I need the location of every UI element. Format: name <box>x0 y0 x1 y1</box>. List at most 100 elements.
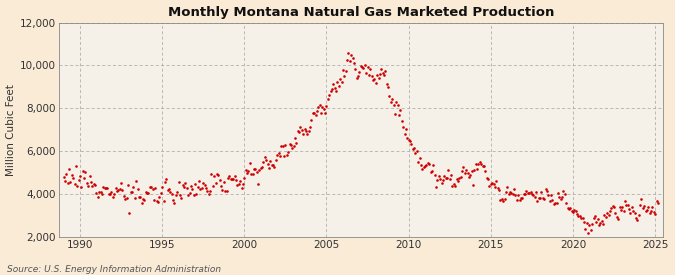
Point <box>578 220 589 224</box>
Point <box>296 128 307 132</box>
Point <box>493 188 504 192</box>
Point <box>88 182 99 186</box>
Point <box>651 199 662 203</box>
Point <box>436 181 447 185</box>
Title: Monthly Montana Natural Gas Marketed Production: Monthly Montana Natural Gas Marketed Pro… <box>168 6 554 18</box>
Point <box>439 174 450 178</box>
Point <box>350 67 360 72</box>
Point <box>340 69 351 73</box>
Point <box>206 172 217 176</box>
Point <box>425 170 436 174</box>
Point <box>624 207 634 211</box>
Point <box>476 161 487 166</box>
Point <box>273 151 284 155</box>
Point <box>258 160 269 164</box>
Point <box>516 196 526 201</box>
Point <box>265 159 276 164</box>
Point <box>92 195 103 199</box>
Point <box>473 161 484 166</box>
Point <box>304 125 315 130</box>
Point <box>94 190 105 195</box>
Point <box>601 214 612 219</box>
Point <box>109 191 119 196</box>
Point <box>452 178 463 183</box>
Point <box>110 186 121 190</box>
Point <box>458 165 469 169</box>
Point <box>424 162 435 167</box>
Point <box>450 183 460 188</box>
Point <box>540 187 551 191</box>
Point <box>153 200 163 204</box>
Point <box>640 209 651 213</box>
Point <box>479 164 489 168</box>
Point <box>236 186 247 190</box>
Y-axis label: Million Cubic Feet: Million Cubic Feet <box>5 84 16 176</box>
Point <box>310 113 321 117</box>
Point <box>178 182 188 187</box>
Point <box>617 205 628 209</box>
Point <box>633 213 644 218</box>
Point <box>417 166 428 171</box>
Point <box>238 182 248 187</box>
Point <box>150 186 161 190</box>
Point <box>400 127 411 131</box>
Point <box>569 207 580 212</box>
Point <box>376 67 387 71</box>
Point <box>259 155 270 159</box>
Point <box>588 215 599 220</box>
Point <box>306 117 317 122</box>
Point <box>399 132 410 136</box>
Point <box>240 167 251 172</box>
Point <box>58 174 69 179</box>
Point <box>155 191 166 195</box>
Point <box>577 216 588 220</box>
Point <box>65 180 76 184</box>
Point <box>123 183 134 187</box>
Point <box>290 136 300 140</box>
Point <box>380 69 391 74</box>
Text: Source: U.S. Energy Information Administration: Source: U.S. Energy Information Administ… <box>7 265 221 274</box>
Point <box>247 172 258 176</box>
Point <box>404 139 415 144</box>
Point <box>632 218 643 222</box>
Point <box>179 185 190 189</box>
Point <box>182 186 192 190</box>
Point <box>355 64 366 68</box>
Point <box>83 183 94 188</box>
Point <box>529 195 540 199</box>
Point <box>157 185 167 189</box>
Point <box>413 160 424 164</box>
Point <box>136 201 147 205</box>
Point <box>483 176 493 181</box>
Point <box>437 178 448 183</box>
Point <box>650 211 661 216</box>
Point <box>169 200 180 205</box>
Point <box>234 182 244 186</box>
Point <box>599 213 610 217</box>
Point <box>499 197 510 202</box>
Point <box>367 73 377 78</box>
Point <box>215 183 226 188</box>
Point <box>329 86 340 91</box>
Point <box>418 165 429 169</box>
Point <box>328 82 339 86</box>
Point <box>653 200 664 205</box>
Point <box>79 176 90 180</box>
Point <box>332 80 343 84</box>
Point <box>368 78 379 82</box>
Point <box>171 192 182 197</box>
Point <box>616 208 626 212</box>
Point <box>111 189 122 193</box>
Point <box>115 180 126 185</box>
Point <box>59 179 70 183</box>
Point <box>647 205 658 209</box>
Point <box>107 194 118 199</box>
Point <box>551 200 562 205</box>
Point <box>277 144 288 148</box>
Point <box>135 195 146 199</box>
Point <box>127 189 138 194</box>
Point <box>502 185 512 189</box>
Point <box>190 182 200 186</box>
Point <box>239 176 250 180</box>
Point <box>560 192 570 197</box>
